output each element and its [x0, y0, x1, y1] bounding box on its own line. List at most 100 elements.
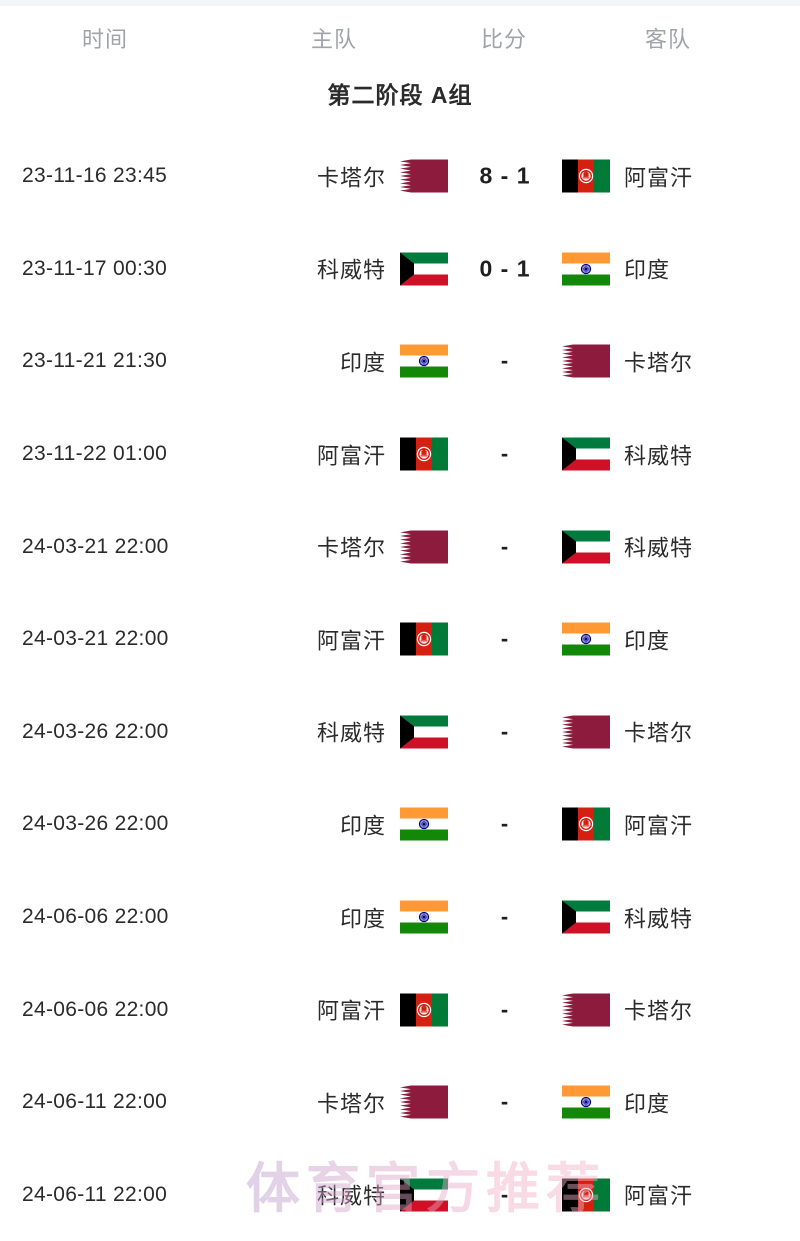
- away-team[interactable]: 印度: [562, 252, 800, 286]
- home-team[interactable]: 卡塔尔: [180, 1085, 448, 1119]
- table-row[interactable]: 24-03-21 22:00 阿富汗 - 印度: [0, 593, 800, 686]
- table-row[interactable]: 24-03-26 22:00 科威特 - 卡塔尔: [0, 686, 800, 779]
- match-score: -: [500, 904, 510, 930]
- india-flag: [562, 252, 610, 286]
- match-score: -: [500, 348, 510, 374]
- table-row[interactable]: 23-11-22 01:00 阿富汗 - 科威特: [0, 408, 800, 501]
- table-row[interactable]: 24-06-06 22:00 印度 - 科威特: [0, 871, 800, 964]
- away-team[interactable]: 阿富汗: [562, 1178, 800, 1212]
- table-row[interactable]: 24-06-11 22:00 卡塔尔 - 印度: [0, 1056, 800, 1149]
- afghanistan-flag: [562, 807, 610, 841]
- kuwait-flag: [562, 900, 610, 934]
- match-datetime: 23-11-21 21:30: [22, 349, 168, 373]
- away-team[interactable]: 卡塔尔: [562, 344, 800, 378]
- home-team[interactable]: 阿富汗: [180, 437, 448, 471]
- india-flag: [400, 900, 448, 934]
- section-title: 第二阶段 A组: [327, 82, 473, 108]
- match-datetime: 24-03-26 22:00: [22, 719, 169, 743]
- qatar-flag: [400, 159, 448, 193]
- kuwait-flag: [562, 437, 610, 471]
- match-score: 8 - 1: [479, 162, 531, 189]
- away-team[interactable]: 卡塔尔: [562, 993, 800, 1027]
- match-datetime: 24-03-26 22:00: [22, 812, 169, 836]
- away-team[interactable]: 印度: [562, 1085, 800, 1119]
- match-score: -: [500, 718, 510, 744]
- match-datetime: 23-11-16 23:45: [22, 164, 168, 188]
- away-team[interactable]: 科威特: [562, 900, 800, 934]
- kuwait-flag: [400, 1178, 448, 1212]
- afghanistan-flag: [562, 159, 610, 193]
- home-team-name: 印度: [339, 906, 386, 932]
- home-team-name: 阿富汗: [316, 628, 386, 654]
- match-datetime: 23-11-22 01:00: [22, 442, 168, 466]
- home-team[interactable]: 阿富汗: [180, 993, 448, 1027]
- afghanistan-flag: [562, 1178, 610, 1212]
- away-team[interactable]: 科威特: [562, 530, 800, 564]
- home-team[interactable]: 卡塔尔: [180, 159, 448, 193]
- home-team-name: 卡塔尔: [316, 535, 386, 561]
- home-team[interactable]: 印度: [180, 900, 448, 934]
- home-team-name: 卡塔尔: [316, 1091, 386, 1117]
- away-team-name: 印度: [624, 257, 671, 283]
- home-team-name: 阿富汗: [316, 998, 386, 1024]
- top-divider: [0, 0, 800, 6]
- table-row[interactable]: 23-11-21 21:30 印度 - 卡塔尔: [0, 315, 800, 408]
- home-team-name: 科威特: [316, 1183, 386, 1209]
- away-team[interactable]: 阿富汗: [562, 807, 800, 841]
- match-score: -: [500, 996, 510, 1022]
- away-team-name: 印度: [624, 628, 671, 654]
- home-team[interactable]: 印度: [180, 807, 448, 841]
- home-team-name: 印度: [339, 350, 386, 376]
- kuwait-flag: [562, 530, 610, 564]
- match-score: -: [500, 1089, 510, 1115]
- column-header-time: 时间: [82, 27, 129, 52]
- table-row[interactable]: 24-06-11 22:00 科威特 - 阿富汗: [0, 1149, 800, 1241]
- away-team[interactable]: 科威特: [562, 437, 800, 471]
- away-team-name: 卡塔尔: [624, 998, 694, 1024]
- home-team[interactable]: 科威特: [180, 1178, 448, 1212]
- away-team[interactable]: 阿富汗: [562, 159, 800, 193]
- away-team[interactable]: 印度: [562, 622, 800, 656]
- away-team-name: 卡塔尔: [624, 720, 694, 746]
- india-flag: [400, 807, 448, 841]
- home-team-name: 科威特: [316, 257, 386, 283]
- away-team-name: 阿富汗: [624, 165, 694, 191]
- match-score: 0 - 1: [479, 255, 531, 282]
- kuwait-flag: [400, 715, 448, 749]
- qatar-flag: [562, 344, 610, 378]
- india-flag: [562, 622, 610, 656]
- away-team[interactable]: 卡塔尔: [562, 715, 800, 749]
- match-datetime: 24-03-21 22:00: [22, 627, 169, 651]
- match-datetime: 24-06-11 22:00: [22, 1090, 168, 1114]
- table-row[interactable]: 23-11-16 23:45 卡塔尔 8 - 1 阿富汗: [0, 130, 800, 223]
- home-team-name: 卡塔尔: [316, 165, 386, 191]
- table-row[interactable]: 24-03-26 22:00 印度 - 阿富汗: [0, 778, 800, 871]
- match-score: -: [500, 441, 510, 467]
- home-team-name: 阿富汗: [316, 443, 386, 469]
- afghanistan-flag: [400, 993, 448, 1027]
- qatar-flag: [400, 1085, 448, 1119]
- column-header-row: 时间 主队 比分 客队: [0, 22, 800, 66]
- home-team[interactable]: 印度: [180, 344, 448, 378]
- away-team-name: 科威特: [624, 443, 694, 469]
- home-team[interactable]: 科威特: [180, 252, 448, 286]
- table-row[interactable]: 24-03-21 22:00 卡塔尔 - 科威特: [0, 500, 800, 593]
- home-team-name: 科威特: [316, 720, 386, 746]
- india-flag: [400, 344, 448, 378]
- match-datetime: 24-06-06 22:00: [22, 997, 169, 1021]
- match-datetime: 24-06-06 22:00: [22, 905, 169, 929]
- match-datetime: 24-06-11 22:00: [22, 1182, 168, 1206]
- home-team[interactable]: 卡塔尔: [180, 530, 448, 564]
- table-row[interactable]: 24-06-06 22:00 阿富汗 - 卡塔尔: [0, 963, 800, 1056]
- away-team-name: 科威特: [624, 535, 694, 561]
- match-datetime: 24-03-21 22:00: [22, 534, 169, 558]
- match-score: -: [500, 626, 510, 652]
- home-team[interactable]: 阿富汗: [180, 622, 448, 656]
- home-team[interactable]: 科威特: [180, 715, 448, 749]
- match-score: -: [500, 1181, 510, 1207]
- qatar-flag: [400, 530, 448, 564]
- table-row[interactable]: 23-11-17 00:30 科威特 0 - 1 印度: [0, 223, 800, 316]
- match-list: 23-11-16 23:45 卡塔尔 8 - 1 阿富汗 23-11-17 00:30 科…: [0, 130, 800, 1241]
- match-score: -: [500, 533, 510, 559]
